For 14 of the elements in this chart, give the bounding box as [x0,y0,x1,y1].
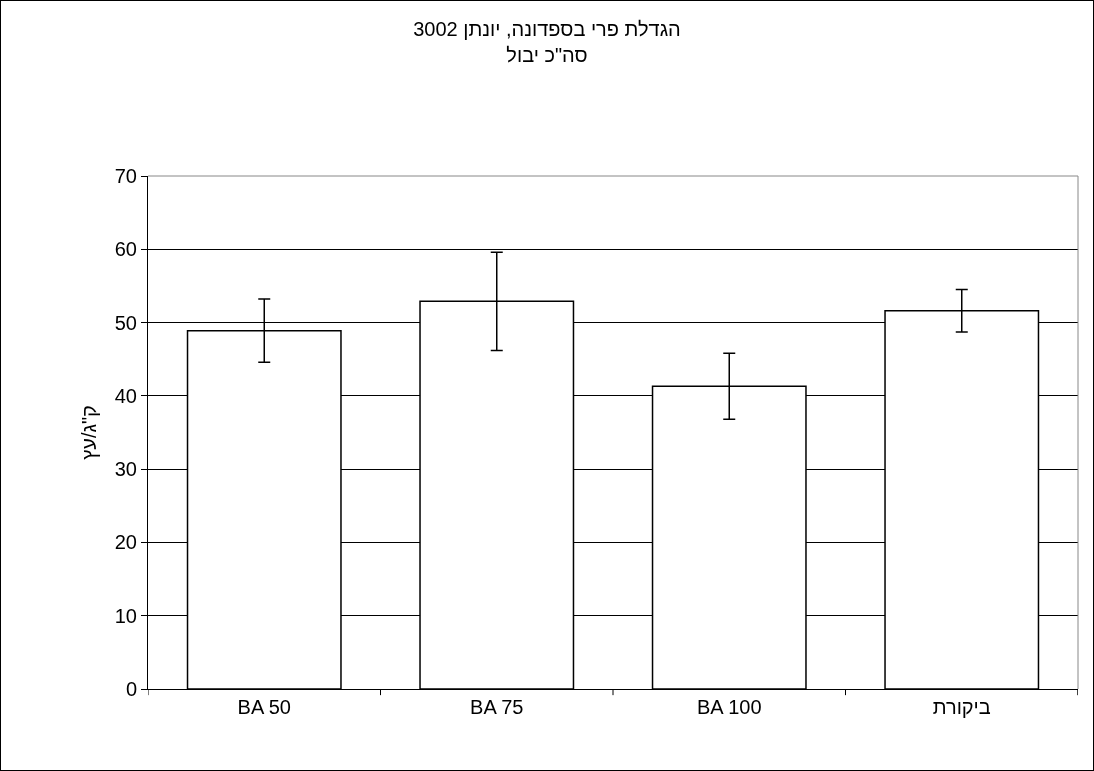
x-tick-label: ביקורת [932,696,991,718]
y-axis-title: ק"ג/עץ [78,405,101,460]
y-tick-label: 20 [114,531,137,554]
x-tick-label: BA 50 [237,696,291,718]
y-tick-label: 0 [125,678,137,700]
y-tick-label: 70 [114,165,137,187]
y-tick-label: 60 [114,238,137,261]
x-tick-label: BA 75 [470,696,524,718]
x-tick-label: BA 100 [696,696,762,718]
chart-title: הגדלת פרי בספדונה, יונתן 3002 סה"כ יבול [413,17,681,66]
y-tick-label: 30 [114,458,137,481]
y-tick-label: 50 [114,311,137,334]
y-tick-label: 10 [114,604,137,627]
y-tick-label: 40 [114,384,137,407]
